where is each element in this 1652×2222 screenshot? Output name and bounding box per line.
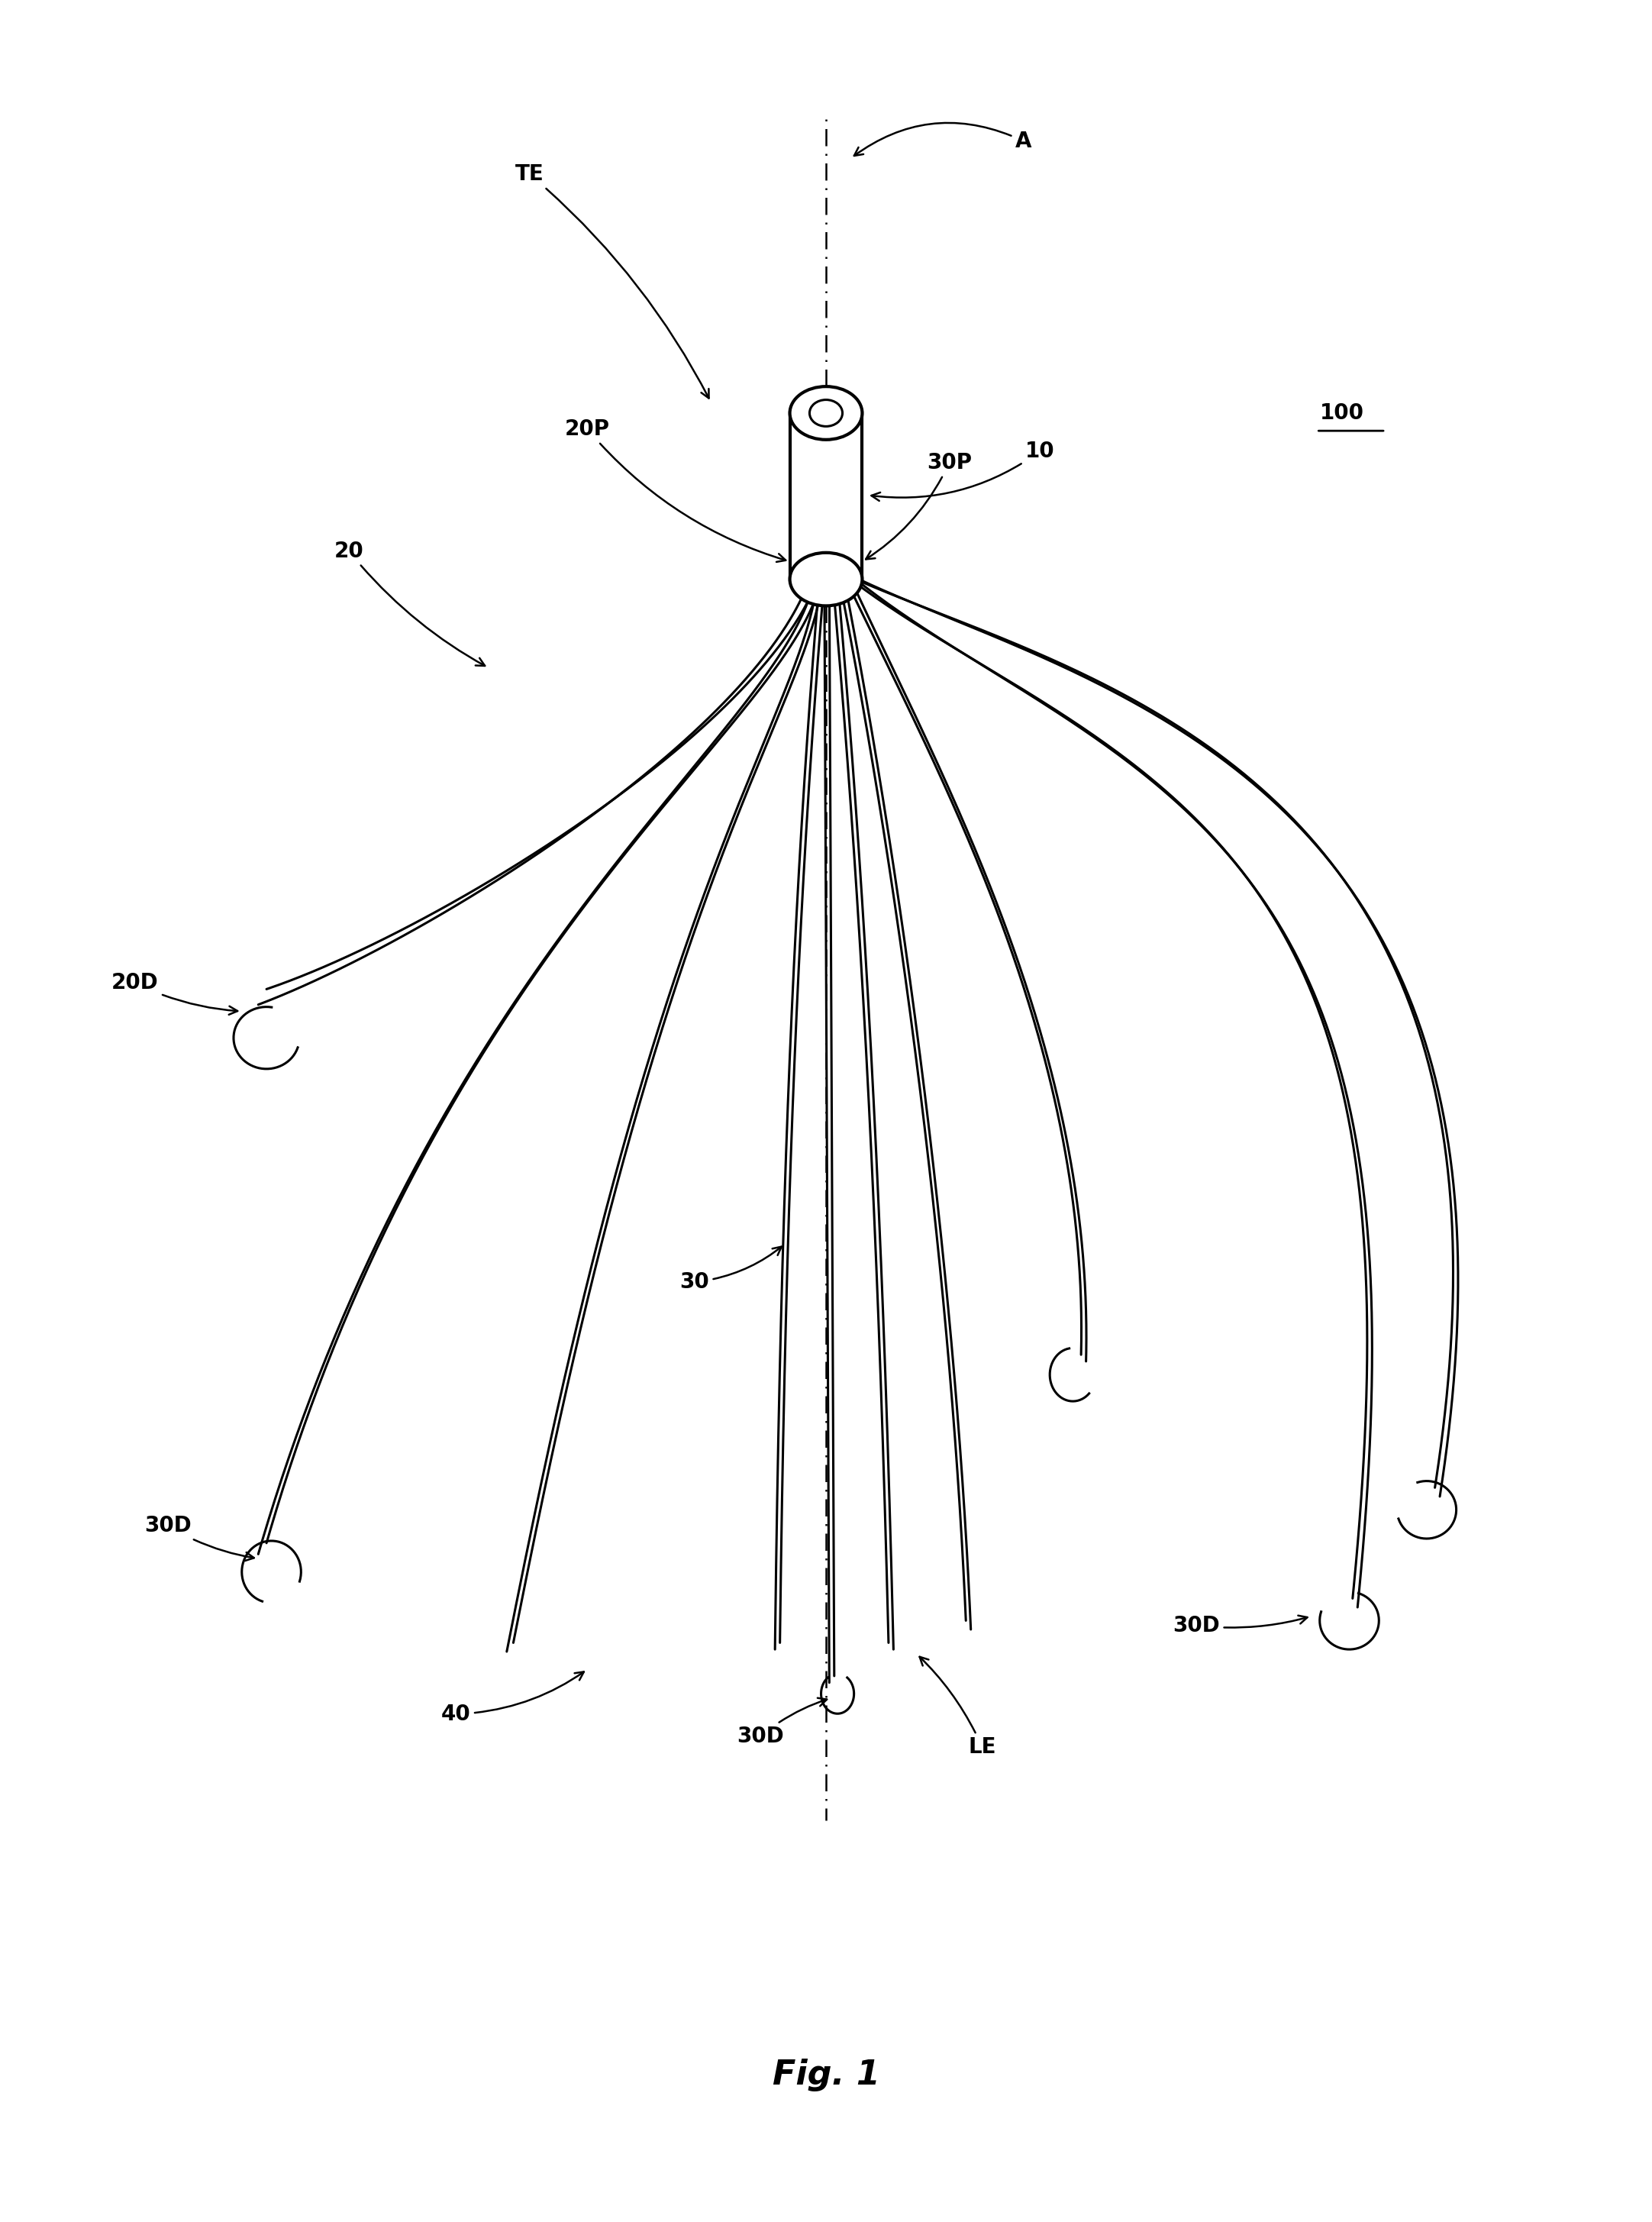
Text: 20P: 20P	[565, 418, 786, 562]
Text: A: A	[854, 122, 1032, 156]
Text: 10: 10	[871, 440, 1054, 500]
Text: 20: 20	[334, 540, 486, 667]
Text: 20D: 20D	[111, 973, 238, 1015]
Ellipse shape	[790, 553, 862, 607]
Text: TE: TE	[515, 164, 709, 398]
Text: 40: 40	[441, 1671, 583, 1724]
Text: LE: LE	[920, 1658, 996, 1758]
Text: 30P: 30P	[866, 451, 971, 560]
Ellipse shape	[809, 400, 843, 427]
Ellipse shape	[790, 387, 862, 440]
Text: 30D: 30D	[737, 1698, 828, 1746]
Text: 100: 100	[1320, 402, 1365, 424]
Text: Fig. 1: Fig. 1	[771, 2058, 881, 2091]
Text: 30D: 30D	[144, 1515, 254, 1560]
Text: 30: 30	[679, 1247, 781, 1293]
Bar	[790, 413, 862, 580]
Text: 30D: 30D	[1173, 1615, 1307, 1635]
